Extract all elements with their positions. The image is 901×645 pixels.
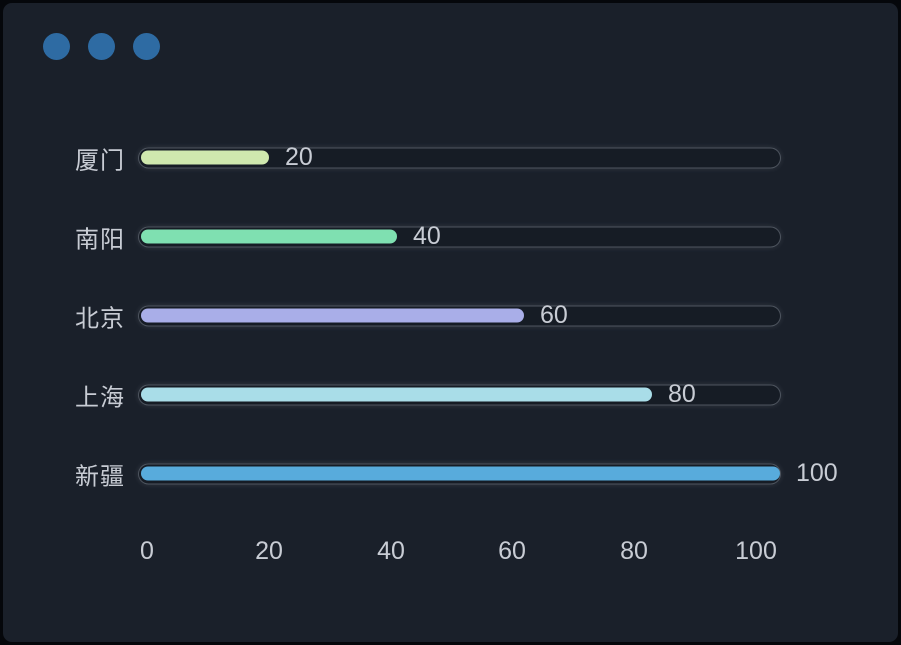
value-label: 40: [413, 222, 441, 250]
value-label: 100: [796, 459, 838, 487]
bar-row: 北京 60: [3, 276, 898, 355]
window-control-dot-1[interactable]: [43, 33, 70, 60]
x-axis-tick-label: 0: [140, 537, 154, 565]
window-control-dot-3[interactable]: [133, 33, 160, 60]
bar-track[interactable]: 100: [138, 459, 838, 487]
category-label: 南阳: [75, 226, 125, 253]
value-label: 20: [285, 143, 313, 171]
value-label: 80: [668, 380, 696, 408]
category-label: 北京: [75, 305, 125, 332]
bar-track[interactable]: 60: [138, 301, 781, 329]
x-axis-tick-label: 80: [620, 537, 648, 565]
bar-fill[interactable]: [141, 466, 780, 480]
category-label: 新疆: [75, 463, 125, 490]
bar-row: 厦门 20: [3, 118, 898, 197]
bar-row: 南阳 40: [3, 197, 898, 276]
bar-fill[interactable]: [141, 308, 524, 322]
bar-track[interactable]: 20: [138, 143, 781, 171]
window-controls: [43, 33, 160, 60]
bar-rows: 厦门 20 南阳 40 北京 60 上海 80 新疆 100: [3, 118, 898, 513]
bar-row: 上海 80: [3, 355, 898, 434]
x-axis-tick-label: 60: [498, 537, 526, 565]
bar-fill[interactable]: [141, 229, 397, 243]
category-label: 厦门: [75, 147, 125, 174]
bar-fill[interactable]: [141, 150, 269, 164]
x-axis-tick-label: 20: [255, 537, 283, 565]
x-axis-tick-label: 100: [735, 537, 777, 565]
bar-fill[interactable]: [141, 387, 652, 401]
x-axis: 0 20 40 60 80 100: [3, 537, 898, 571]
window-control-dot-2[interactable]: [88, 33, 115, 60]
category-label: 上海: [75, 384, 125, 411]
x-axis-tick-label: 40: [377, 537, 405, 565]
value-label: 60: [540, 301, 568, 329]
bar-track[interactable]: 40: [138, 222, 781, 250]
bar-row: 新疆 100: [3, 434, 898, 513]
bar-track[interactable]: 80: [138, 380, 781, 408]
